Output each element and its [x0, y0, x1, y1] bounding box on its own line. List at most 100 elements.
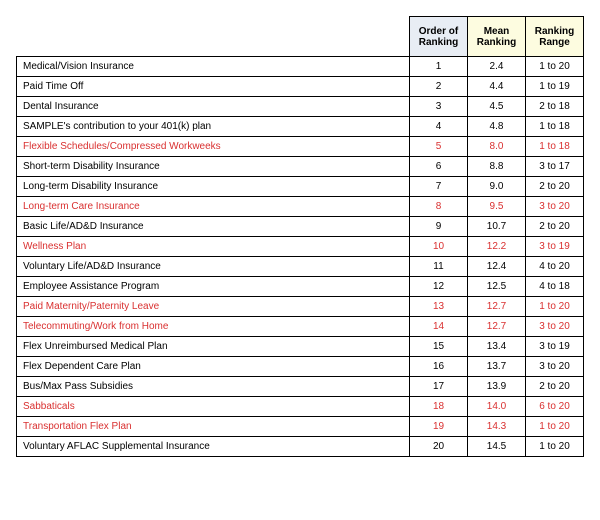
- row-range: 4 to 20: [526, 257, 584, 277]
- table-row: Basic Life/AD&D Insurance910.72 to 20: [17, 217, 584, 237]
- row-label: Dental Insurance: [17, 97, 410, 117]
- row-range: 3 to 19: [526, 237, 584, 257]
- row-mean: 4.4: [468, 77, 526, 97]
- row-range: 2 to 20: [526, 217, 584, 237]
- header-blank: [17, 17, 410, 57]
- row-range: 3 to 20: [526, 197, 584, 217]
- row-mean: 14.5: [468, 437, 526, 457]
- row-mean: 8.0: [468, 137, 526, 157]
- row-label: Wellness Plan: [17, 237, 410, 257]
- row-order: 12: [410, 277, 468, 297]
- table-row: Long-term Care Insurance89.53 to 20: [17, 197, 584, 217]
- table-row: Flexible Schedules/Compressed Workweeks5…: [17, 137, 584, 157]
- row-mean: 13.7: [468, 357, 526, 377]
- table-row: Transportation Flex Plan1914.31 to 20: [17, 417, 584, 437]
- row-mean: 12.4: [468, 257, 526, 277]
- row-range: 3 to 20: [526, 317, 584, 337]
- row-label: Medical/Vision Insurance: [17, 57, 410, 77]
- row-order: 15: [410, 337, 468, 357]
- row-mean: 12.7: [468, 317, 526, 337]
- header-order: Order of Ranking: [410, 17, 468, 57]
- table-row: Employee Assistance Program1212.54 to 18: [17, 277, 584, 297]
- row-order: 17: [410, 377, 468, 397]
- row-label: Basic Life/AD&D Insurance: [17, 217, 410, 237]
- table-row: Short-term Disability Insurance68.83 to …: [17, 157, 584, 177]
- row-range: 2 to 20: [526, 177, 584, 197]
- row-order: 13: [410, 297, 468, 317]
- row-range: 2 to 18: [526, 97, 584, 117]
- row-mean: 13.4: [468, 337, 526, 357]
- row-label: Flexible Schedules/Compressed Workweeks: [17, 137, 410, 157]
- row-range: 1 to 20: [526, 417, 584, 437]
- row-order: 5: [410, 137, 468, 157]
- row-mean: 9.0: [468, 177, 526, 197]
- table-row: Paid Maternity/Paternity Leave1312.71 to…: [17, 297, 584, 317]
- row-label: Long-term Care Insurance: [17, 197, 410, 217]
- row-range: 6 to 20: [526, 397, 584, 417]
- row-label: Telecommuting/Work from Home: [17, 317, 410, 337]
- row-order: 3: [410, 97, 468, 117]
- row-label: Flex Dependent Care Plan: [17, 357, 410, 377]
- row-mean: 13.9: [468, 377, 526, 397]
- row-mean: 8.8: [468, 157, 526, 177]
- row-mean: 10.7: [468, 217, 526, 237]
- row-label: Paid Maternity/Paternity Leave: [17, 297, 410, 317]
- row-order: 11: [410, 257, 468, 277]
- row-range: 1 to 20: [526, 437, 584, 457]
- row-order: 8: [410, 197, 468, 217]
- table-row: Wellness Plan1012.23 to 19: [17, 237, 584, 257]
- row-label: Long-term Disability Insurance: [17, 177, 410, 197]
- row-label: Sabbaticals: [17, 397, 410, 417]
- row-order: 10: [410, 237, 468, 257]
- row-order: 2: [410, 77, 468, 97]
- table-row: Medical/Vision Insurance12.41 to 20: [17, 57, 584, 77]
- row-mean: 12.7: [468, 297, 526, 317]
- row-order: 7: [410, 177, 468, 197]
- row-range: 3 to 19: [526, 337, 584, 357]
- table-row: Paid Time Off24.41 to 19: [17, 77, 584, 97]
- row-mean: 4.8: [468, 117, 526, 137]
- header-mean: Mean Ranking: [468, 17, 526, 57]
- row-label: Employee Assistance Program: [17, 277, 410, 297]
- row-mean: 14.0: [468, 397, 526, 417]
- row-order: 6: [410, 157, 468, 177]
- row-mean: 9.5: [468, 197, 526, 217]
- row-range: 2 to 20: [526, 377, 584, 397]
- row-mean: 14.3: [468, 417, 526, 437]
- table-row: Bus/Max Pass Subsidies1713.92 to 20: [17, 377, 584, 397]
- table-row: SAMPLE's contribution to your 401(k) pla…: [17, 117, 584, 137]
- row-label: Transportation Flex Plan: [17, 417, 410, 437]
- row-range: 3 to 17: [526, 157, 584, 177]
- table-row: Flex Unreimbursed Medical Plan1513.43 to…: [17, 337, 584, 357]
- row-label: Flex Unreimbursed Medical Plan: [17, 337, 410, 357]
- row-range: 1 to 18: [526, 137, 584, 157]
- benefits-ranking-table: Order of Ranking Mean Ranking Ranking Ra…: [16, 16, 584, 457]
- row-range: 4 to 18: [526, 277, 584, 297]
- row-range: 3 to 20: [526, 357, 584, 377]
- row-order: 4: [410, 117, 468, 137]
- row-order: 14: [410, 317, 468, 337]
- row-order: 20: [410, 437, 468, 457]
- table-row: Telecommuting/Work from Home1412.73 to 2…: [17, 317, 584, 337]
- table-row: Long-term Disability Insurance79.02 to 2…: [17, 177, 584, 197]
- row-mean: 2.4: [468, 57, 526, 77]
- table-row: Dental Insurance34.52 to 18: [17, 97, 584, 117]
- table-row: Sabbaticals1814.06 to 20: [17, 397, 584, 417]
- table-row: Flex Dependent Care Plan1613.73 to 20: [17, 357, 584, 377]
- row-range: 1 to 19: [526, 77, 584, 97]
- row-label: Short-term Disability Insurance: [17, 157, 410, 177]
- row-label: Paid Time Off: [17, 77, 410, 97]
- row-order: 9: [410, 217, 468, 237]
- row-order: 1: [410, 57, 468, 77]
- row-label: Voluntary AFLAC Supplemental Insurance: [17, 437, 410, 457]
- header-range: Ranking Range: [526, 17, 584, 57]
- row-range: 1 to 20: [526, 57, 584, 77]
- row-order: 18: [410, 397, 468, 417]
- row-range: 1 to 20: [526, 297, 584, 317]
- header-row: Order of Ranking Mean Ranking Ranking Ra…: [17, 17, 584, 57]
- table-row: Voluntary Life/AD&D Insurance1112.44 to …: [17, 257, 584, 277]
- table-row: Voluntary AFLAC Supplemental Insurance20…: [17, 437, 584, 457]
- row-mean: 4.5: [468, 97, 526, 117]
- row-mean: 12.5: [468, 277, 526, 297]
- row-range: 1 to 18: [526, 117, 584, 137]
